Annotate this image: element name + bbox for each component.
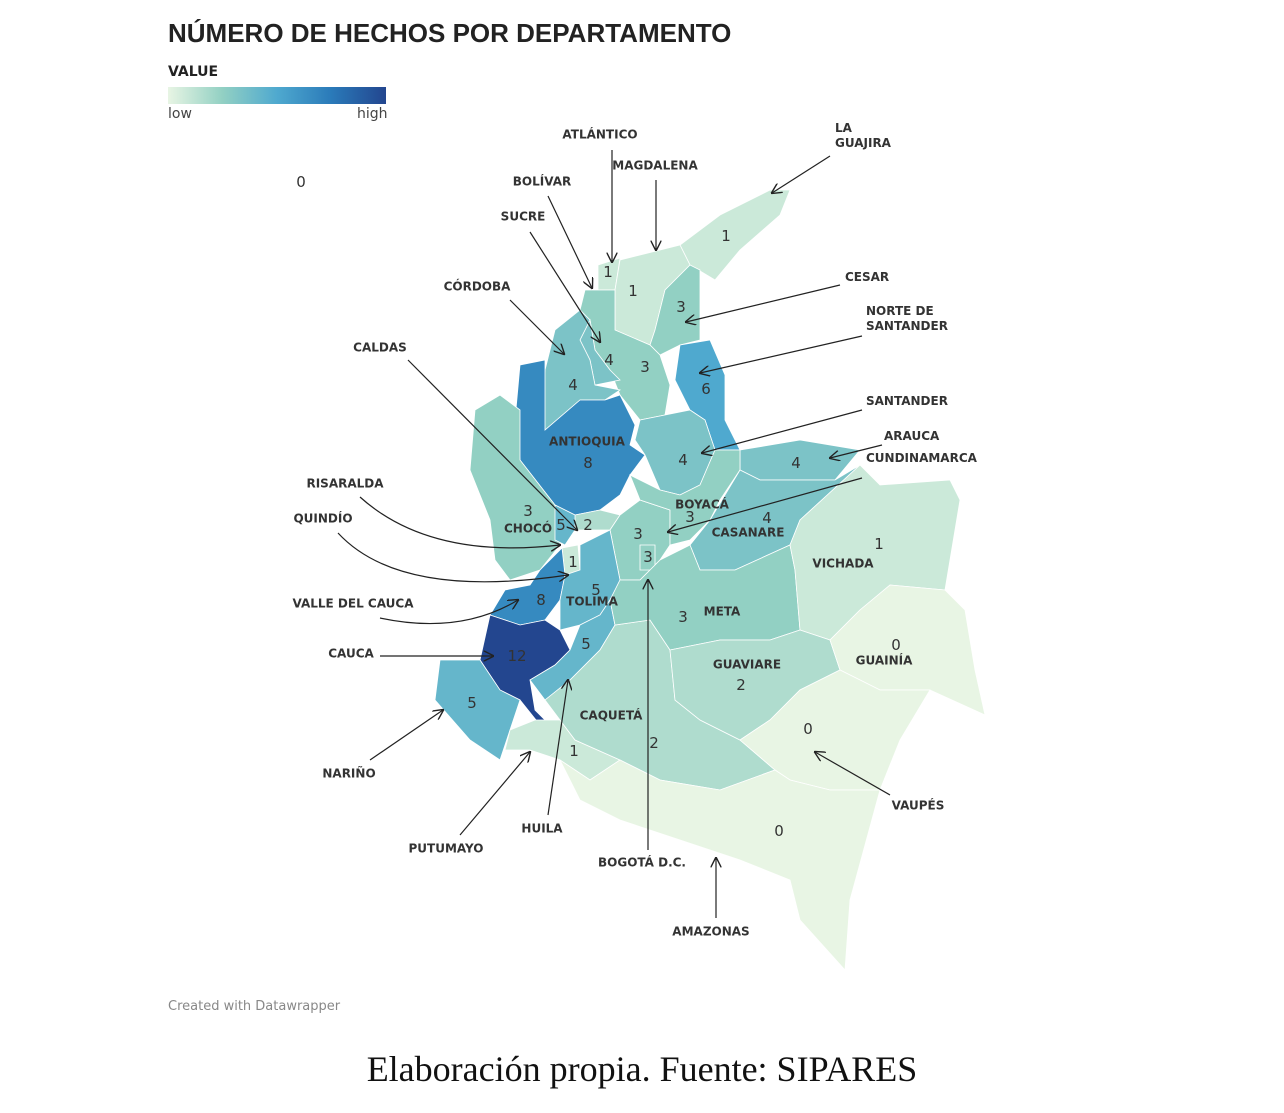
region-value: 5 xyxy=(556,516,566,534)
region-name: GUAVIARE xyxy=(712,657,782,672)
region-name: CUNDINAMARCA xyxy=(866,451,977,465)
legend-low: low xyxy=(168,106,192,122)
region-value: 5 xyxy=(591,581,601,599)
region-name: LA GUAJIRA xyxy=(835,121,891,150)
region xyxy=(554,504,576,546)
region-name: VALLE DEL CAUCA xyxy=(292,596,414,611)
region-value: 4 xyxy=(791,454,801,472)
legend-high: high xyxy=(357,106,388,122)
region-value: 2 xyxy=(649,734,659,752)
arrow xyxy=(369,710,443,761)
region-value: 6 xyxy=(701,380,711,398)
region-name: CÓRDOBA xyxy=(443,279,511,294)
region-name: CESAR xyxy=(845,270,890,284)
caption: Elaboración propia. Fuente: SIPARES xyxy=(366,1049,918,1089)
arrow xyxy=(547,680,568,816)
region-value: 1 xyxy=(628,282,638,300)
arrow xyxy=(668,477,863,532)
region-value: 3 xyxy=(633,525,643,543)
region-name: CHOCÓ xyxy=(503,521,553,536)
region-value: 1 xyxy=(874,535,884,553)
region-name: BOGOTÁ D.C. xyxy=(597,855,687,870)
region-name: PUTUMAYO xyxy=(408,841,484,856)
region-name: RISARALDA xyxy=(306,476,384,491)
arrow xyxy=(379,600,518,625)
region-value: 2 xyxy=(736,676,746,694)
region-value: 4 xyxy=(678,451,688,469)
region xyxy=(679,189,791,281)
region-name: CALDAS xyxy=(353,340,407,355)
region-value: 3 xyxy=(523,502,533,520)
region-value: 4 xyxy=(568,376,578,394)
region-name: TOLIMA xyxy=(566,594,618,609)
legend-bar xyxy=(168,87,386,104)
region-name: VICHADA xyxy=(812,556,874,571)
region-value: 1 xyxy=(603,263,613,281)
arrow xyxy=(772,155,831,193)
region-name: GUAINÍA xyxy=(855,653,913,668)
unlabeled-value: 0 xyxy=(296,173,306,191)
region-value: 3 xyxy=(640,358,650,376)
region-name: ARAUCA xyxy=(884,429,940,443)
region-name: CAQUETÁ xyxy=(579,708,643,723)
region-name: AMAZONAS xyxy=(672,924,750,939)
region-name: ATLÁNTICO xyxy=(562,127,638,142)
region-name: QUINDÍO xyxy=(293,511,353,526)
region xyxy=(629,449,741,546)
region-value: 0 xyxy=(803,720,813,738)
arrow xyxy=(359,496,560,548)
arrow xyxy=(337,532,568,583)
region-value: 2 xyxy=(583,516,593,534)
region-name: ANTIOQUIA xyxy=(549,434,625,449)
region-value: 12 xyxy=(507,647,527,665)
region-value: 8 xyxy=(583,454,593,472)
region-name: VAUPÉS xyxy=(891,798,945,813)
region-value: 0 xyxy=(774,822,784,840)
region-name: HUILA xyxy=(521,821,563,836)
region-name: CASANARE xyxy=(711,525,785,540)
region-value: 1 xyxy=(721,227,731,245)
arrow xyxy=(509,299,564,354)
region-value: 3 xyxy=(643,548,653,566)
arrow xyxy=(702,409,863,453)
region-value: 3 xyxy=(678,608,688,626)
title: NÚMERO DE HECHOS POR DEPARTAMENTO xyxy=(168,18,732,48)
arrow xyxy=(459,752,530,836)
region-name: SUCRE xyxy=(500,209,546,224)
region-value: 1 xyxy=(569,742,579,760)
credit: Created with Datawrapper xyxy=(168,999,341,1014)
region-value: 1 xyxy=(568,553,578,571)
arrow xyxy=(815,752,891,796)
arrow xyxy=(529,231,600,342)
region-name: META xyxy=(703,604,741,619)
region-name: NARIÑO xyxy=(322,766,376,781)
arrow xyxy=(686,284,841,322)
arrow xyxy=(830,444,883,458)
arrow xyxy=(547,195,592,288)
region xyxy=(434,659,521,761)
region-value: 0 xyxy=(891,636,901,654)
region-name: CAUCA xyxy=(328,646,374,661)
arrow xyxy=(700,335,863,373)
region-value: 4 xyxy=(604,351,614,369)
region-value: 8 xyxy=(536,591,546,609)
region-value: 3 xyxy=(676,298,686,316)
region-name: BOYACÁ xyxy=(675,497,729,512)
arrow xyxy=(407,359,577,530)
region-value: 5 xyxy=(467,694,477,712)
region-name: SANTANDER xyxy=(866,394,948,408)
region-name: BOLÍVAR xyxy=(512,174,572,189)
region-name: NORTE DE SANTANDER xyxy=(866,304,948,333)
region xyxy=(739,669,931,791)
region xyxy=(558,758,881,971)
region-name: MAGDALENA xyxy=(612,158,698,173)
region xyxy=(469,394,561,581)
legend-title: VALUE xyxy=(168,64,219,80)
region-value: 3 xyxy=(685,508,695,526)
region-value: 5 xyxy=(581,635,591,653)
region-value: 4 xyxy=(762,509,772,527)
